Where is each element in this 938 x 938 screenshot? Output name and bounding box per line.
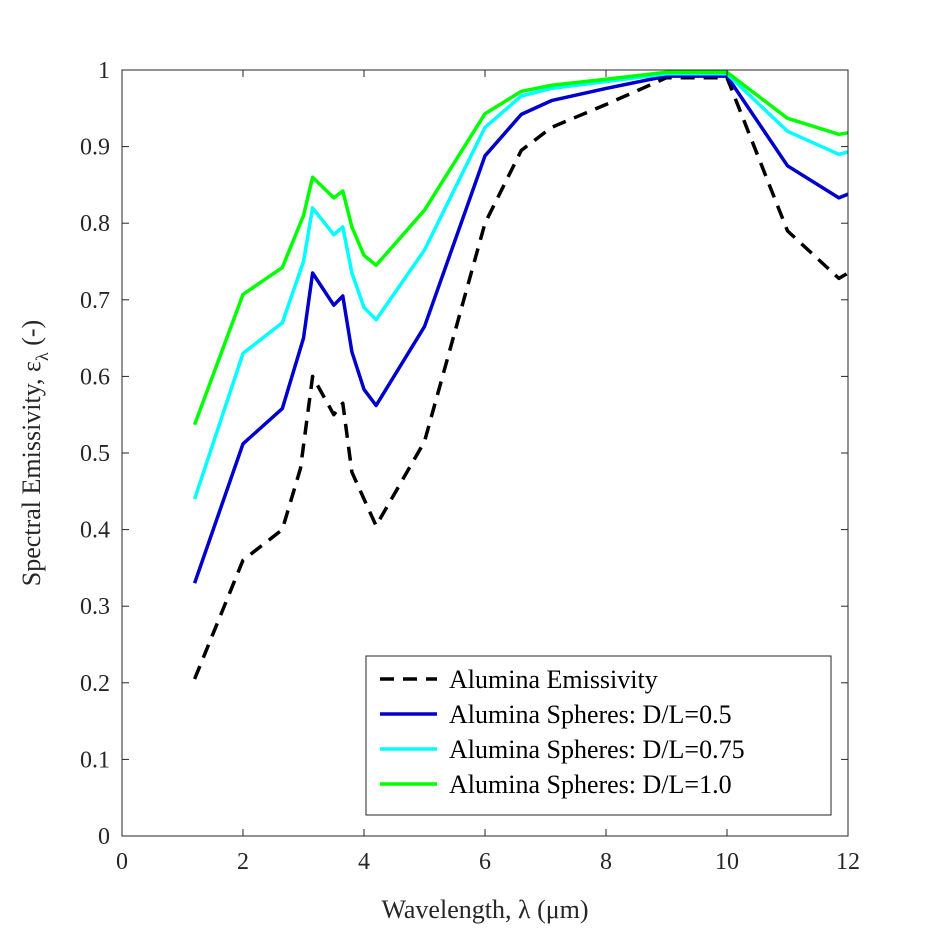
y-tick-label: 0.6	[80, 364, 110, 390]
y-axis-title-suffix: (-)	[17, 320, 46, 352]
y-tick-label: 0.4	[80, 518, 110, 544]
legend-label-3: Alumina Spheres: D/L=0.75	[449, 735, 745, 764]
x-tick-label: 6	[479, 849, 491, 875]
legend-label-1: Alumina Emissivity	[449, 665, 658, 694]
legend-box	[365, 655, 832, 816]
y-tick-label: 0	[98, 824, 110, 850]
y-tick-label: 0.1	[80, 747, 110, 773]
x-tick-label: 8	[600, 849, 612, 875]
x-tick-label: 4	[358, 849, 370, 875]
tick-layer: 0 2 4 6 8 10 12 0 0.1 0.2 0.3 0.4 0.5 0.6 0.7 0.8 0.9 1	[80, 58, 860, 875]
series-layer	[192, 70, 849, 680]
y-tick-label: 0.5	[80, 441, 110, 467]
y-tick-label: 0.3	[80, 594, 110, 620]
x-axis-title: Wavelength, λ (μm)	[381, 895, 588, 924]
y-tick-label: 0.8	[80, 211, 110, 237]
legend-items: Alumina Emissivity Alumina Spheres: D/L=0…	[380, 665, 745, 799]
y-tick-label: 0.2	[80, 671, 110, 697]
y-tick-label: 0.7	[80, 288, 110, 314]
x-tick-label: 10	[715, 849, 739, 875]
series-line-4	[192, 70, 849, 426]
y-tick-label: 1	[98, 58, 110, 84]
series-line-2	[192, 74, 849, 584]
legend: Alumina Emissivity Alumina Spheres: D/L=0…	[365, 655, 832, 816]
legend-label-2: Alumina Spheres: D/L=0.5	[449, 700, 732, 729]
x-tick-label: 12	[836, 849, 860, 875]
x-tick-label: 2	[237, 849, 249, 875]
y-axis-title: Spectral Emissivity, ελ (-)	[17, 320, 52, 586]
y-tick-label: 0.9	[80, 135, 110, 161]
y-axis-title-subscript: λ	[32, 352, 52, 361]
x-tick-label: 0	[116, 849, 128, 875]
y-axis-title-main: Spectral Emissivity, ε	[17, 361, 46, 586]
legend-label-4: Alumina Spheres: D/L=1.0	[449, 770, 732, 799]
